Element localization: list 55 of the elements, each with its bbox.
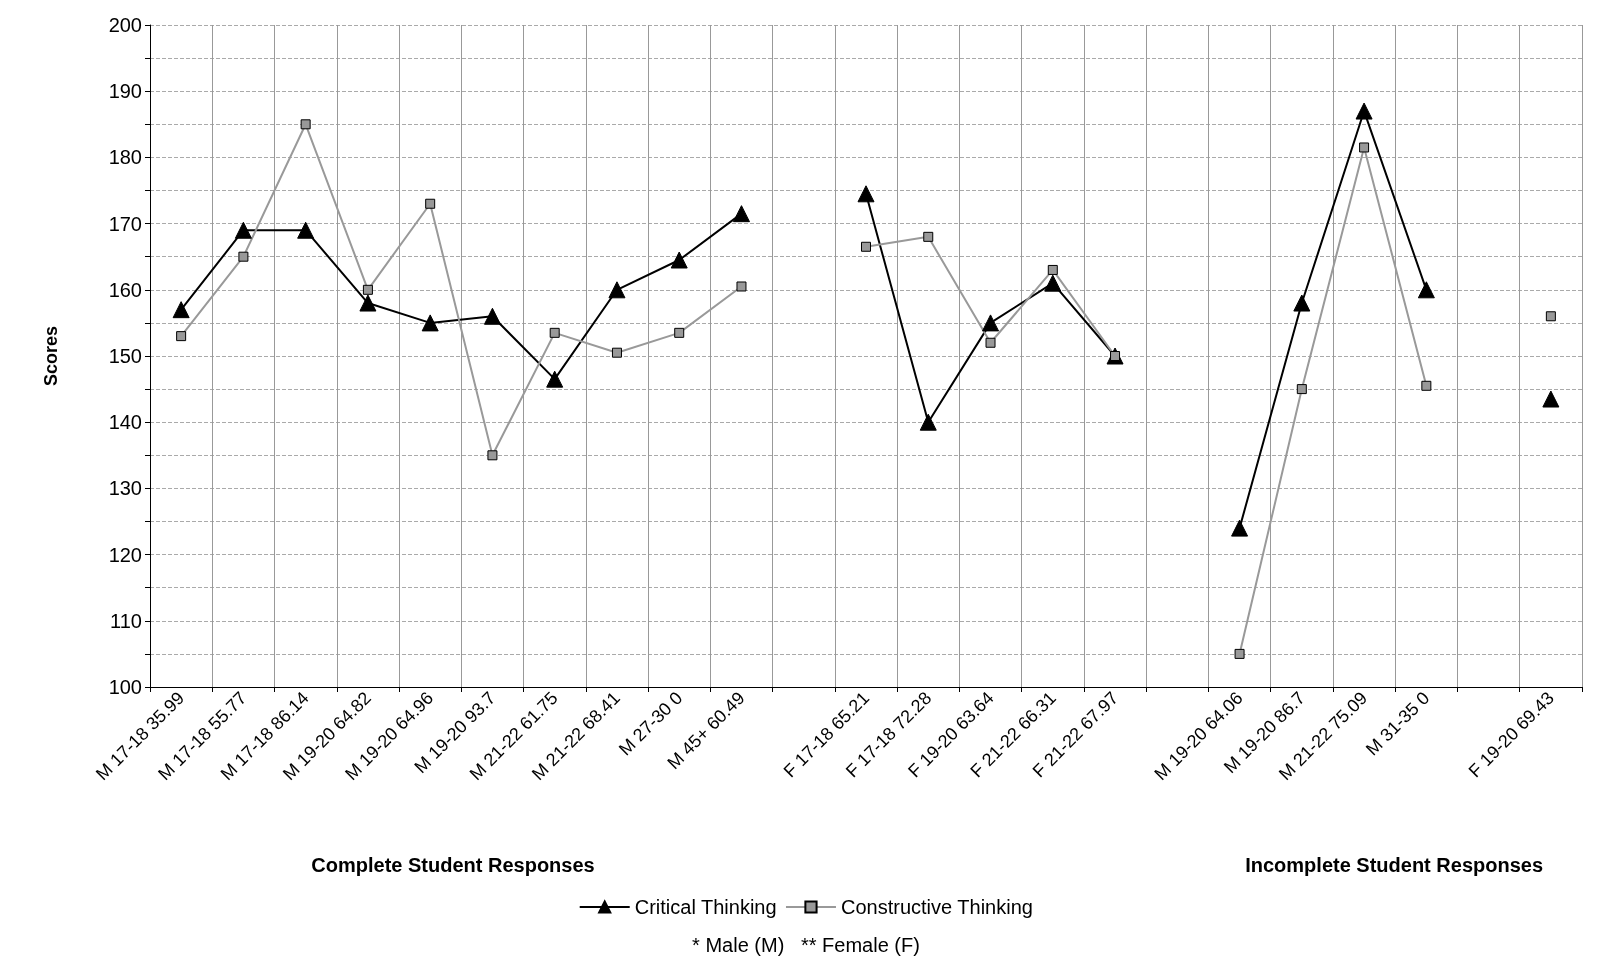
point bbox=[1421, 380, 1432, 391]
point bbox=[421, 314, 439, 332]
y-tick-label: 190 bbox=[108, 80, 142, 103]
point bbox=[1417, 281, 1435, 299]
point bbox=[549, 327, 560, 338]
y-tick-label: 110 bbox=[110, 609, 142, 632]
point bbox=[362, 284, 373, 295]
y-tick-label: 180 bbox=[108, 146, 142, 169]
y-axis-title: Scores bbox=[41, 325, 61, 387]
point bbox=[176, 331, 187, 342]
point bbox=[1355, 102, 1373, 120]
point bbox=[1545, 311, 1556, 322]
y-tick-label: 120 bbox=[108, 543, 142, 566]
text: * Male (M) ** Female (F) bbox=[692, 934, 920, 956]
text: Complete Student Responses bbox=[311, 854, 595, 876]
legend-label: Constructive Thinking bbox=[840, 896, 1033, 918]
point bbox=[1359, 142, 1370, 153]
point bbox=[1234, 648, 1245, 659]
point bbox=[1293, 294, 1311, 312]
point bbox=[483, 307, 501, 325]
y-tick-label: 100 bbox=[108, 676, 142, 698]
point bbox=[238, 251, 249, 262]
y-tick-label: 150 bbox=[108, 345, 142, 367]
point bbox=[732, 205, 750, 223]
y-tick-label: 200 bbox=[108, 14, 142, 36]
point bbox=[300, 119, 311, 130]
point bbox=[297, 221, 315, 239]
y-tick-label: 140 bbox=[108, 411, 142, 434]
point bbox=[1047, 264, 1058, 275]
legend-label: Critical Thinking bbox=[634, 896, 777, 918]
point bbox=[425, 198, 436, 209]
point bbox=[1231, 519, 1249, 537]
point bbox=[1044, 274, 1062, 292]
text: Incomplete Student Responses bbox=[1245, 854, 1544, 876]
point bbox=[1542, 390, 1560, 408]
point bbox=[982, 314, 1000, 332]
point bbox=[919, 413, 937, 431]
point bbox=[234, 221, 252, 239]
point bbox=[736, 281, 747, 292]
point bbox=[674, 327, 685, 338]
y-tick-label: 170 bbox=[108, 212, 142, 235]
point bbox=[1296, 384, 1307, 395]
point bbox=[985, 337, 996, 348]
point bbox=[546, 370, 564, 388]
point bbox=[923, 231, 934, 242]
point bbox=[487, 450, 498, 461]
point bbox=[670, 251, 688, 269]
point bbox=[861, 241, 871, 252]
point bbox=[611, 347, 622, 358]
point bbox=[359, 294, 377, 312]
point bbox=[608, 281, 626, 299]
point bbox=[172, 301, 190, 319]
point bbox=[857, 185, 875, 203]
y-tick-label: 130 bbox=[108, 477, 142, 500]
y-tick-label: 160 bbox=[108, 278, 142, 301]
